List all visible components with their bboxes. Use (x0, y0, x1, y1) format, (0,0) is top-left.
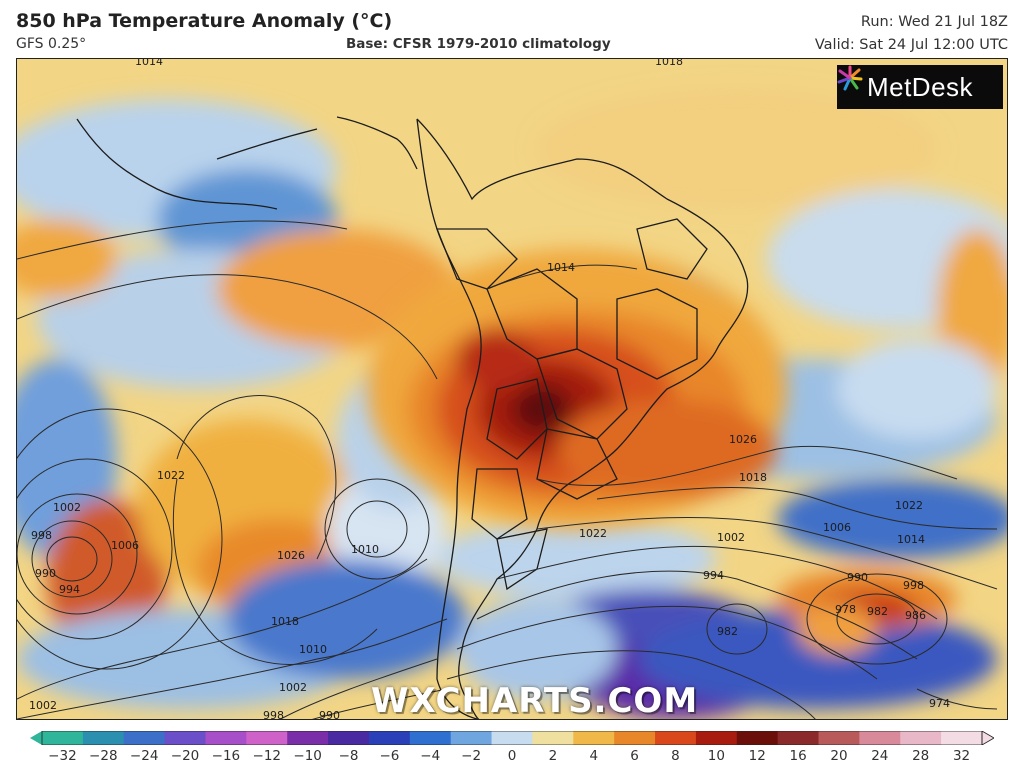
isobar-label: 994 (59, 583, 80, 596)
climatology-base-label: Base: CFSR 1979-2010 climatology (346, 36, 611, 52)
colorbar-tick-label: −16 (211, 748, 241, 764)
isobar-label: 1022 (579, 527, 607, 540)
metdesk-logo-text: MetDesk (866, 71, 974, 102)
colorbar-ticks: −32 −28 −24 −20 −16 −12 −10 −8 −6 −4 −2 0 2 4 6 8 10 12 16… (0, 748, 1024, 774)
colorbar-tick-label: 16 (789, 748, 807, 764)
isobar-label: 990 (35, 567, 56, 580)
coastlines (76, 116, 749, 719)
colorbar-tick-label: 6 (630, 748, 639, 764)
chart-title: 850 hPa Temperature Anomaly (°C) (16, 10, 393, 32)
colorbar-max-arrow (981, 731, 994, 745)
metdesk-logo: MetDesk (837, 65, 1003, 109)
colorbar-cell (614, 731, 656, 745)
isobar-label: 1018 (655, 59, 683, 68)
colorbar-tick-label: 2 (548, 748, 558, 764)
colorbar-tick-label: −12 (252, 748, 282, 764)
isobar-label: 1014 (135, 59, 163, 68)
colorbar-tick-label: −24 (129, 748, 159, 764)
isobar-label: 1002 (279, 681, 307, 694)
colorbar (30, 731, 994, 745)
isobar-label: 1022 (895, 499, 923, 512)
colorbar-tick-label: 32 (952, 748, 971, 764)
colorbar-cell (205, 731, 247, 745)
colorbar-cell (409, 731, 452, 745)
isobar-label: 1002 (29, 699, 57, 712)
colorbar-cell (941, 731, 983, 745)
colorbar-cell (42, 731, 84, 745)
wxcharts-watermark: WXCHARTS.COM (371, 681, 699, 720)
colorbar-cell (818, 731, 860, 745)
isobar-label: 1018 (271, 615, 299, 628)
metdesk-star-icon (837, 65, 863, 91)
colorbar-tick-label: −10 (293, 748, 322, 764)
colorbar-tick-label: 12 (748, 748, 766, 764)
colorbar-cell (491, 731, 534, 745)
run-time-label: Run: Wed 21 Jul 18Z (860, 14, 1008, 30)
isobars (17, 220, 998, 719)
valid-time-label: Valid: Sat 24 Jul 12:00 UTC (814, 37, 1008, 53)
isobar-label: 1010 (351, 543, 379, 556)
isobar-label: 1022 (157, 469, 185, 482)
colorbar-cell (287, 731, 329, 745)
isobar-label: 1026 (277, 549, 305, 562)
colorbar-cell (164, 731, 207, 745)
isobar-label: 978 (835, 603, 856, 616)
colorbar-cell (450, 731, 493, 745)
model-label: GFS 0.25° (16, 36, 87, 52)
colorbar-tick-label: 24 (871, 748, 889, 764)
colorbar-cell (246, 731, 288, 745)
isobar-label: 982 (867, 605, 888, 618)
isobar-label: 990 (319, 709, 340, 720)
colorbar-cell (859, 731, 901, 745)
isobar-label: 990 (847, 571, 868, 584)
colorbar-tick-label: 28 (912, 748, 930, 764)
isobar-label: 974 (929, 697, 950, 710)
colorbar-tick-label: −20 (170, 748, 200, 764)
isobar-label: 998 (263, 709, 284, 720)
colorbar-tick-label: −32 (48, 748, 77, 764)
colorbar-tick-label: 10 (707, 748, 725, 764)
colorbar-cell (328, 731, 370, 745)
colorbar-cell (532, 731, 574, 745)
colorbar-cell (82, 731, 125, 745)
isobar-label: 1014 (897, 533, 925, 546)
isobar-label: 1006 (823, 521, 851, 534)
isobar-label: 994 (703, 569, 724, 582)
isobar-label: 986 (905, 609, 926, 622)
colorbar-cell (695, 731, 738, 745)
colorbar-cell (900, 731, 942, 745)
colorbar-cells (42, 731, 983, 745)
colorbar-tick-label: −8 (338, 748, 359, 764)
warm-anomaly-core (367, 249, 787, 529)
colorbar-tick-label: −6 (379, 748, 400, 764)
isobar-label: 1010 (299, 643, 327, 656)
colorbar-tick-label: −4 (420, 748, 441, 764)
chart-header: 850 hPa Temperature Anomaly (°C) GFS 0.2… (0, 0, 1024, 58)
colorbar-cell (368, 731, 411, 745)
colorbar-cell (123, 731, 166, 745)
colorbar-tick-label: −28 (89, 748, 118, 764)
colorbar-tick-label: 8 (671, 748, 680, 764)
isobar-label: 1006 (111, 539, 139, 552)
colorbar-tick-label: 20 (830, 748, 848, 764)
anomaly-map: 1014 1018 1014 1026 1018 1022 1014 1006 … (16, 58, 1008, 720)
colorbar-cell (777, 731, 820, 745)
isobar-label: 1002 (717, 531, 745, 544)
isobar-label: 1002 (53, 501, 81, 514)
isobar-label: 998 (903, 579, 924, 592)
isobar-label: 998 (31, 529, 52, 542)
map-canvas: 1014 1018 1014 1026 1018 1022 1014 1006 … (17, 59, 1007, 720)
isobar-label: 1014 (547, 261, 575, 274)
isobar-labels: 1014 1018 1014 1026 1018 1022 1014 1006 … (29, 59, 950, 720)
colorbar-cell (573, 731, 615, 745)
isobar-label: 1018 (739, 471, 767, 484)
isobar-label: 982 (717, 625, 738, 638)
colorbar-tick-label: −2 (461, 748, 482, 764)
colorbar-cell (736, 731, 779, 745)
colorbar-tick-label: 0 (507, 748, 517, 764)
colorbar-cell (655, 731, 697, 745)
colorbar-min-arrow (30, 731, 42, 745)
isobar-label: 1026 (729, 433, 757, 446)
colorbar-tick-label: 4 (589, 748, 599, 764)
